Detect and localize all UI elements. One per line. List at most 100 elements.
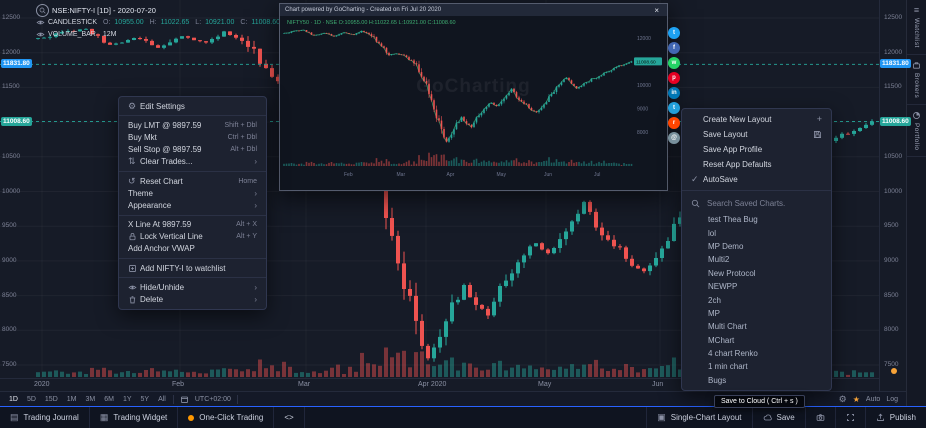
expand-button[interactable]: [834, 407, 865, 428]
range-button-all[interactable]: All: [158, 395, 166, 403]
context-menu-item-add-nifty-i-to-watchlist[interactable]: Add NIFTY-I to watchlist: [119, 262, 266, 274]
time-axis[interactable]: 2020 Feb Mar Apr 2020 May Jun: [0, 378, 879, 392]
check-icon: ✓: [691, 174, 699, 184]
range-button-3m[interactable]: 3M: [85, 395, 96, 403]
svg-text:Mar: Mar: [397, 172, 406, 178]
linkedin-share-icon[interactable]: in: [668, 87, 680, 99]
chevron-right-icon: ›: [254, 295, 257, 305]
context-menu-item-sell-stop-9897-59[interactable]: Sell Stop @ 9897.59 Alt + Dbl: [119, 144, 266, 156]
chevron-right-icon: ›: [254, 157, 257, 167]
right-sidebar-tabs: ≡ Watchlist Brokers Portfolio: [906, 0, 926, 406]
bottom-toolbar-left: ▤ Trading Journal ▦ Trading Widget One-Click…: [0, 407, 305, 428]
eye-icon[interactable]: [36, 18, 45, 27]
publish-button[interactable]: Publish: [864, 407, 926, 428]
context-menu-item-buy-mkt[interactable]: Buy Mkt Ctrl + Dbl: [119, 131, 266, 143]
range-button-5y[interactable]: 5Y: [140, 395, 150, 403]
code-button[interactable]: <>: [274, 407, 305, 428]
timezone[interactable]: UTC+02:00: [194, 395, 231, 403]
trading-journal-button[interactable]: ▤ Trading Journal: [0, 407, 90, 428]
open-value: 10955.00: [114, 18, 144, 26]
context-menu-item-lock-vertical-line[interactable]: Lock Vertical Line Alt + Y: [119, 231, 266, 243]
facebook-share-icon[interactable]: f: [668, 42, 680, 54]
star-icon[interactable]: ★: [852, 394, 860, 404]
saved-chart-mp[interactable]: MP: [708, 308, 720, 318]
saved-chart-multi2[interactable]: Multi2: [708, 255, 730, 265]
saved-chart-multi-chart[interactable]: Multi Chart: [708, 322, 747, 332]
gear-icon[interactable]: ⚙: [838, 393, 847, 404]
layout-menu-item-create-new-layout[interactable]: Create New Layout +: [682, 112, 831, 127]
price-tick: 10000: [884, 187, 903, 195]
email-share-icon[interactable]: @: [668, 132, 680, 144]
layout-menu-item-autosave[interactable]: ✓ AutoSave: [682, 172, 831, 187]
saved-chart-lol[interactable]: lol: [708, 228, 717, 238]
range-button-5d[interactable]: 5D: [26, 395, 36, 403]
plus-icon: +: [816, 114, 822, 124]
range-button-1y[interactable]: 1Y: [122, 395, 132, 403]
layout-menu-item-reset-app-defaults[interactable]: Reset App Defaults: [682, 157, 831, 172]
layout-menu: Create New Layout + Save Layout Save App Pr…: [681, 108, 832, 392]
close-icon[interactable]: ×: [654, 5, 659, 15]
context-menu-item-delete[interactable]: Delete ›: [119, 293, 266, 305]
list-icon: ≡: [913, 5, 920, 15]
saved-charts-list: test Thea Bug lol MP Demo Multi2 New Protoco…: [682, 213, 831, 387]
search-input[interactable]: [705, 198, 821, 209]
saved-charts-search[interactable]: [682, 194, 831, 213]
price-tick: 8000: [884, 326, 899, 334]
log-scale-toggle[interactable]: Log: [886, 395, 898, 403]
sidebar-tab-portfolio[interactable]: Portfolio: [907, 105, 926, 158]
context-menu-item-clear-trades[interactable]: ⇅ Clear Trades... ›: [119, 156, 266, 168]
chevron-right-icon: ›: [254, 200, 257, 210]
saved-chart-2ch[interactable]: 2ch: [708, 295, 721, 305]
menu-item-label: Add Anchor VWAP: [128, 244, 195, 254]
saved-chart-mp-demo[interactable]: MP Demo: [708, 241, 744, 251]
context-menu-item-hide-unhide[interactable]: Hide/Unhide ›: [119, 281, 266, 293]
saved-chart-mchart[interactable]: MChart: [708, 335, 735, 345]
sidebar-tab-brokers[interactable]: Brokers: [907, 55, 926, 105]
one-click-trading-button[interactable]: One-Click Trading: [178, 407, 275, 428]
pinterest-share-icon[interactable]: p: [668, 72, 680, 84]
reddit-share-icon[interactable]: r: [668, 117, 680, 129]
single-chart-layout-button[interactable]: ▣ Single-Chart Layout: [646, 407, 751, 428]
save-button[interactable]: Save: [751, 407, 805, 428]
range-button-6m[interactable]: 6M: [104, 395, 114, 403]
context-menu-item-appearance[interactable]: Appearance ›: [119, 199, 266, 211]
button-label: Single-Chart Layout: [670, 413, 742, 422]
layout-menu-item-save-app-profile[interactable]: Save App Profile: [682, 142, 831, 157]
saved-chart-bugs[interactable]: Bugs: [708, 375, 727, 385]
context-menu-item-add-anchor-vwap[interactable]: Add Anchor VWAP: [119, 243, 266, 255]
saved-chart-newpp[interactable]: NEWPP: [708, 282, 738, 292]
context-menu-item-reset-chart[interactable]: ↺ Reset Chart Home: [119, 175, 266, 187]
twitter-share-icon[interactable]: t: [668, 27, 680, 39]
saved-chart-test-thea-bug[interactable]: test Thea Bug: [708, 215, 758, 225]
svg-text:May: May: [497, 172, 507, 178]
notification-dot: [891, 368, 897, 374]
trash-icon: [128, 295, 140, 304]
context-menu-item-x-line-at-9897-59[interactable]: X Line At 9897.59 Alt + X: [119, 219, 266, 231]
search-icon: [691, 199, 700, 208]
symbol-search-icon[interactable]: [36, 3, 49, 17]
range-button-15d[interactable]: 15D: [44, 395, 58, 403]
volume-value: 12M: [102, 30, 117, 38]
camera-button[interactable]: [804, 407, 835, 428]
saved-chart-1-min-chart[interactable]: 1 min chart: [708, 362, 748, 372]
saved-chart-new-protocol[interactable]: New Protocol: [708, 268, 756, 278]
context-menu-item-theme[interactable]: Theme ›: [119, 187, 266, 199]
price-axis[interactable]: 1250012000115001100010500100009500900085…: [879, 0, 907, 391]
eye-icon[interactable]: [36, 30, 45, 39]
telegram-share-icon[interactable]: t: [668, 102, 680, 114]
layout-menu-items: Create New Layout + Save Layout Save App Pr…: [682, 112, 831, 187]
sidebar-tab-watchlist[interactable]: ≡ Watchlist: [907, 0, 926, 55]
plusbox-icon: [128, 264, 140, 273]
layout-menu-item-save-layout[interactable]: Save Layout: [682, 127, 831, 142]
auto-scale-toggle[interactable]: Auto: [865, 395, 881, 403]
menu-divider: [119, 258, 266, 260]
trading-widget-button[interactable]: ▦ Trading Widget: [90, 407, 179, 428]
range-button-1d[interactable]: 1D: [9, 395, 18, 403]
saved-chart-4-chart-renko[interactable]: 4 chart Renko: [708, 349, 758, 359]
context-menu-item-edit-settings[interactable]: ⚙ Edit Settings: [119, 100, 266, 112]
context-menu-item-buy-lmt-9897-59[interactable]: Buy LMT @ 9897.59 Shift + Dbl: [119, 119, 266, 131]
calendar-icon[interactable]: [180, 395, 189, 404]
whatsapp-share-icon[interactable]: w: [668, 57, 680, 69]
range-button-1m[interactable]: 1M: [66, 395, 77, 403]
